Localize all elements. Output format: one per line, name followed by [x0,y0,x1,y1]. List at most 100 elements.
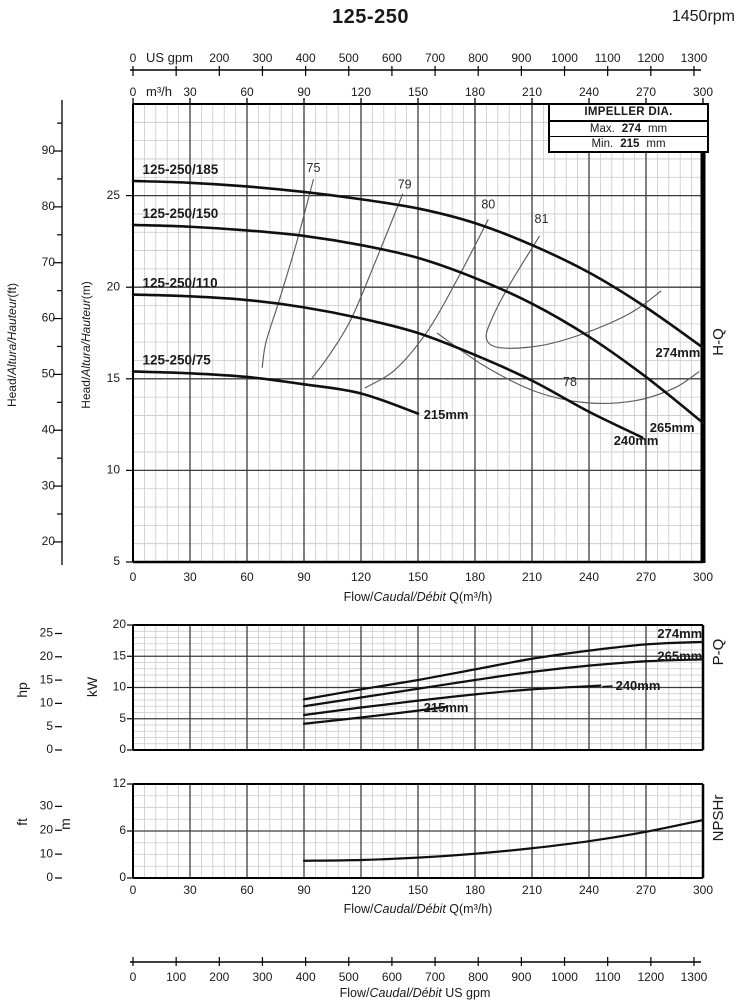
head-m-tick-label: 20 [107,279,121,293]
head-ft-tick-label: 70 [42,255,56,269]
npsh-x-tick-label: 120 [351,883,371,897]
rpm-label: 1450rpm [671,8,735,25]
efficiency-label-80: 80 [481,197,495,211]
top-m3h-tick-label: 120 [351,85,371,99]
top-m3h-tick-label: 300 [693,85,713,99]
bottom-gpm-tick-label: 1000 [551,970,578,984]
head-ft-tick-label: 30 [42,478,56,492]
npsh-x-tick-label: 300 [693,883,713,897]
bottom-gpm-tick-label: 1100 [595,970,621,984]
efficiency-line-79 [311,193,404,380]
efficiency-label-79: 79 [398,177,412,191]
pq-kw-tick-label: 10 [113,680,127,694]
bottom-gpm-tick-label: 500 [339,970,359,984]
page-title: 125-250 [332,6,409,28]
bottom-gpm-tick-label: 800 [468,970,488,984]
head-ft-tick-label: 60 [42,311,56,325]
bottom-gpm-axis-title: Flow/Caudal/Débit US gpm [340,986,491,1000]
efficiency-label-75: 75 [307,161,321,175]
pq-kw-tick-label: 0 [119,742,126,756]
npsh-x-tick-label: 90 [297,883,311,897]
pq-hp-tick-label: 0 [46,742,53,756]
npsh-m-axis-title: m [57,818,73,830]
head-m-tick-label: 10 [107,463,121,477]
impeller-max-unit: mm [647,123,668,135]
model-label-125-250/150: 125-250/150 [143,206,219,221]
impeller-max-label: Max. [589,123,615,135]
top-m3h-unit-label: m³/h [146,84,172,99]
head-m-tick-label: 5 [113,554,120,568]
pq-hp-tick-label: 25 [40,626,54,640]
bottom-gpm-tick-label: 700 [425,970,445,984]
head-ft-tick-label: 20 [42,534,56,548]
pq-hp-tick-label: 15 [40,672,54,686]
npsh-m-tick-label: 6 [119,823,126,837]
npsh-ft-tick-label: 20 [40,822,54,836]
npsh-side-label: NPSHr [710,795,727,842]
top-m3h-tick-label: 210 [522,85,542,99]
impeller-max-row: Max. 274 mm [550,122,707,136]
top-m3h-tick-label: 270 [636,85,656,99]
pq-hp-tick-label: 20 [40,649,54,663]
head-ft-tick-label: 90 [42,143,56,157]
top-m3h-tick-label: 30 [183,85,197,99]
pq-hp-tick-label: 5 [46,719,53,733]
npsh-x-tick-label: 240 [579,883,599,897]
bottom-gpm-tick-label: 400 [296,970,316,984]
top-m3h-tick-label: 180 [465,85,485,99]
top-gpm-tick-label: 900 [511,51,531,65]
pq-hp-tick-label: 10 [40,696,54,710]
top-gpm-tick-label: 0 [130,51,137,65]
diameter-label-pq-274mm: 274mm [657,626,702,641]
hq-curve-215mm [131,370,420,415]
top-m3h-tick-label: 240 [579,85,599,99]
npsh-x-tick-label: 150 [408,883,428,897]
model-label-125-250/185: 125-250/185 [143,162,219,177]
impeller-dia-box: IMPELLER DIA. Max. 274 mm Min. 215 mm [548,103,709,153]
efficiency-line-80 [364,219,489,389]
hq-x-tick-label: 120 [351,570,371,584]
efficiency-label-78: 78 [563,375,577,389]
bottom-gpm-tick-label: 300 [252,970,272,984]
head-m-axis-title: Head/Altura/Hauteur(m) [79,281,93,408]
bottom-gpm-tick-label: 900 [511,970,531,984]
impeller-min-unit: mm [646,138,666,150]
diameter-label-pq-215mm: 215mm [424,700,469,715]
hq-side-label: H-Q [710,328,727,356]
pq-kw-tick-label: 5 [119,711,126,725]
npsh-x-tick-label: 0 [130,883,137,897]
npsh-x-tick-label: 180 [465,883,485,897]
model-label-125-250/110: 125-250/110 [143,276,218,291]
top-gpm-tick-label: 1000 [551,51,578,65]
hq-x-tick-label: 90 [297,570,311,584]
pq-curve-240mm [302,684,602,717]
diameter-label-hq-240mm: 240mm [614,433,659,448]
model-label-125-250/75: 125-250/75 [143,352,212,367]
pq-side-label: P-Q [710,639,727,666]
top-gpm-tick-label: 400 [296,51,316,65]
bottom-gpm-tick-label: 0 [130,970,137,984]
impeller-max-value: 274 [621,123,641,135]
hq-x-tick-label: 300 [693,570,713,584]
top-gpm-unit-label: US gpm [146,50,193,65]
top-gpm-tick-label: 500 [339,51,359,65]
npsh-ft-axis-title: ft [14,818,30,826]
npsh-ft-tick-label: 10 [40,846,54,860]
npsh-m-tick-label: 12 [113,776,127,790]
diameter-label-hq-215mm: 215mm [424,407,469,422]
efficiency-label-81: 81 [535,212,549,226]
npsh-ft-tick-label: 0 [46,870,53,884]
top-gpm-tick-label: 700 [425,51,445,65]
npsh-ft-tick-label: 30 [40,799,54,813]
impeller-min-label: Min. [591,138,614,150]
hq-curve-240mm [131,293,644,439]
bottom-gpm-tick-label: 200 [209,970,229,984]
hq-x-tick-label: 30 [183,570,197,584]
hq-x-tick-label: 240 [579,570,599,584]
head-ft-tick-label: 40 [42,422,56,436]
bottom-gpm-tick-label: 100 [166,970,186,984]
head-ft-axis-title: Head/Altura/Hauteur(ft) [5,283,19,407]
top-gpm-tick-label: 600 [382,51,402,65]
